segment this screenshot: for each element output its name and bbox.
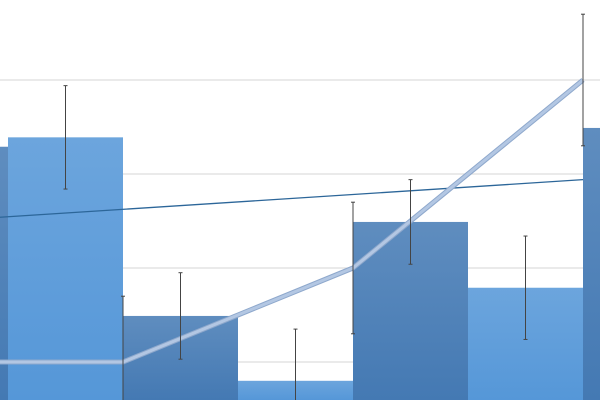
line-series-path xyxy=(0,78,584,364)
line-series xyxy=(0,78,585,365)
trendline xyxy=(0,178,584,218)
trendline-path xyxy=(0,178,584,218)
bar xyxy=(0,146,8,400)
bar xyxy=(583,127,600,400)
bars xyxy=(0,127,600,400)
error-bars xyxy=(63,13,585,400)
